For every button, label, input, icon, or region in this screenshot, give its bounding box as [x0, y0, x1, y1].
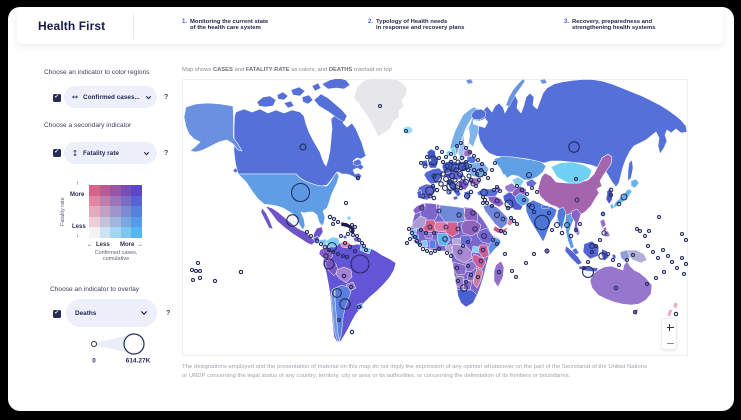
svg-text:614.27K: 614.27K [126, 358, 151, 365]
svg-text:0: 0 [92, 359, 96, 365]
